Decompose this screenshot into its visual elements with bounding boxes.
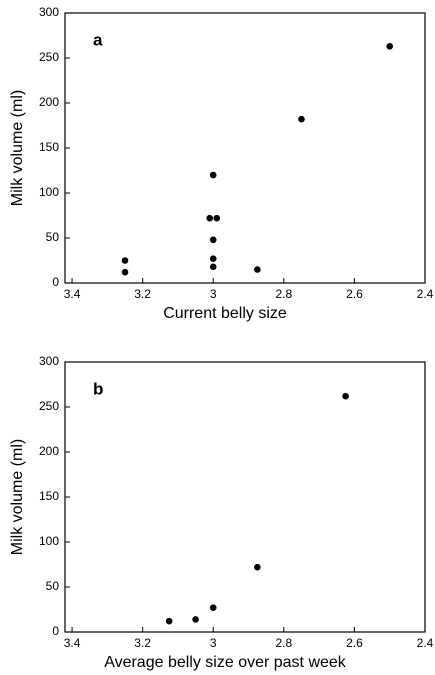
y-tick-label: 250 (39, 50, 59, 64)
x-tick-label: 3 (210, 287, 217, 301)
x-tick-label: 2.8 (275, 636, 292, 650)
x-axis-label: Current belly size (163, 305, 287, 322)
x-tick-label: 2.4 (417, 287, 434, 301)
data-point (209, 604, 217, 611)
y-tick-label: 200 (39, 95, 59, 109)
y-tick-label: 150 (39, 489, 59, 503)
x-tick-label: 3.4 (64, 636, 81, 650)
y-axis-label: Milk volume (ml) (9, 439, 26, 555)
data-point (298, 115, 305, 123)
x-tick-label: 2.8 (275, 287, 292, 301)
y-tick-label: 100 (39, 185, 59, 199)
data-point (209, 236, 217, 244)
x-axis-label: Average belly size over past week (104, 654, 347, 671)
y-tick-label: 0 (52, 624, 59, 638)
data-point (121, 268, 129, 276)
y-tick-label: 100 (39, 534, 59, 548)
data-point (209, 263, 217, 271)
x-tick-label: 2.4 (417, 636, 434, 650)
y-tick-label: 200 (39, 444, 59, 458)
y-tick-label: 50 (46, 230, 60, 244)
data-point (386, 43, 394, 50)
x-tick-label: 2.6 (346, 636, 363, 650)
x-tick-label: 3.2 (134, 636, 151, 650)
y-axis-label: Milk volume (ml) (9, 90, 26, 206)
data-point (121, 257, 129, 264)
data-point (209, 171, 217, 179)
x-tick-label: 3.2 (134, 287, 151, 301)
data-point (342, 392, 349, 400)
data-point (165, 617, 173, 625)
y-tick-label: 300 (39, 354, 59, 368)
x-tick-label: 3 (210, 636, 217, 650)
data-point (206, 214, 214, 222)
panel-label: b (93, 379, 103, 398)
x-tick-label: 2.6 (346, 287, 363, 301)
data-point (213, 214, 221, 222)
plot-frame (64, 361, 426, 633)
plot-frame (64, 12, 426, 284)
y-tick-label: 300 (39, 5, 59, 19)
y-tick-label: 0 (52, 275, 59, 289)
data-point (254, 563, 261, 571)
y-tick-label: 250 (39, 399, 59, 413)
y-tick-label: 150 (39, 140, 59, 154)
x-tick-label: 3.4 (64, 287, 81, 301)
y-tick-label: 50 (46, 579, 60, 593)
panel-label: a (93, 30, 103, 49)
data-point (209, 255, 217, 262)
data-point (254, 266, 261, 273)
data-point (192, 616, 199, 623)
